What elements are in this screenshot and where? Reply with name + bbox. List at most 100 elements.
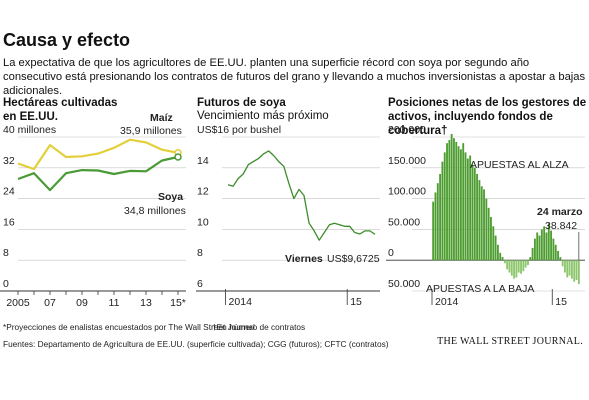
subtitle: La expectativa de que los agricultores d… xyxy=(3,57,586,97)
bar xyxy=(476,173,479,261)
bar xyxy=(513,260,516,279)
bar xyxy=(432,201,435,261)
bar xyxy=(529,257,532,261)
bar xyxy=(496,244,499,261)
y-tick-label: 200.000 xyxy=(388,124,426,136)
bar xyxy=(480,186,483,261)
bar xyxy=(568,260,571,276)
x-tick-label: 2005 xyxy=(6,297,30,309)
annotation: 35,9 millones xyxy=(120,125,182,137)
end-marker xyxy=(174,153,182,161)
bar xyxy=(545,232,548,261)
bar xyxy=(573,260,576,282)
y-tick-label: 16 xyxy=(3,216,15,228)
bar xyxy=(554,244,557,261)
title: Causa y efecto xyxy=(3,30,131,50)
bar xyxy=(561,260,564,267)
annotation: APUESTAS AL ALZA xyxy=(470,159,569,171)
y-tick-label: 12 xyxy=(197,186,209,198)
bar xyxy=(547,223,550,261)
bar xyxy=(501,257,504,261)
bar xyxy=(443,152,446,261)
bar xyxy=(441,161,444,261)
bar xyxy=(478,180,481,261)
bar xyxy=(483,189,485,261)
bar xyxy=(527,260,529,266)
bar xyxy=(506,260,509,270)
bar xyxy=(522,260,525,272)
legend-label: Soya xyxy=(158,191,183,203)
bar xyxy=(543,226,546,261)
bar xyxy=(459,149,462,261)
bar xyxy=(446,143,448,261)
line xyxy=(17,155,179,192)
bar xyxy=(466,158,469,261)
footnote: †En número de contratos xyxy=(212,322,306,332)
x-tick-label: 15 xyxy=(555,296,567,308)
bar xyxy=(453,138,455,261)
y-tick-label: 150.000 xyxy=(388,155,426,167)
bar xyxy=(471,164,474,261)
y-tick-label: 8 xyxy=(3,247,9,259)
bar xyxy=(524,260,527,268)
bar xyxy=(499,252,502,261)
bar xyxy=(490,217,492,261)
bar xyxy=(559,257,562,261)
bar xyxy=(515,260,518,278)
bar xyxy=(577,260,580,285)
y-tick-label: 14 xyxy=(197,155,209,167)
x-tick-label: 09 xyxy=(76,297,88,309)
bar xyxy=(462,143,465,261)
bar xyxy=(457,146,460,261)
bar xyxy=(473,167,476,261)
bar xyxy=(575,260,578,280)
bar xyxy=(436,183,439,261)
bar xyxy=(517,260,520,273)
bar xyxy=(455,141,458,261)
y-tick-label: 32 xyxy=(3,155,15,167)
publisher: THE WALL STREET JOURNAL. xyxy=(437,336,583,347)
bar xyxy=(520,260,522,274)
bar xyxy=(557,250,559,261)
bar xyxy=(492,226,495,261)
line xyxy=(227,150,376,241)
x-tick-label: 2014 xyxy=(435,296,459,308)
bar xyxy=(570,260,573,279)
bar xyxy=(485,198,488,261)
bar xyxy=(434,192,437,261)
legend-label: Maíz xyxy=(150,112,173,124)
footnote: *Proyecciones de enalistas encuestados p… xyxy=(3,322,255,332)
bar xyxy=(540,229,543,261)
y-tick-label: 0 xyxy=(388,247,394,259)
bar xyxy=(494,235,497,261)
bar xyxy=(533,238,536,261)
bar xyxy=(510,260,513,276)
bar xyxy=(503,260,506,264)
source: Fuentes: Departamento de Agricultura de … xyxy=(3,339,389,349)
bar xyxy=(566,260,569,278)
bar xyxy=(536,232,539,261)
y-tick-label: 50.000 xyxy=(388,216,420,228)
bar xyxy=(450,133,453,261)
y-tick-label: 100.000 xyxy=(388,186,426,198)
annotation: 34,8 millones xyxy=(124,205,186,217)
bar xyxy=(552,238,555,261)
y-tick-label: 6 xyxy=(197,278,203,290)
value-label: 38.842 xyxy=(545,220,577,232)
panel-title: Posiciones netas de los gestores de acti… xyxy=(388,97,587,137)
x-tick-label: 07 xyxy=(44,297,56,309)
bar xyxy=(487,207,490,261)
y-tick-label: 8 xyxy=(197,247,203,259)
x-tick-label: 15 xyxy=(350,296,362,308)
bar xyxy=(469,155,472,261)
y-tick-label: 24 xyxy=(3,186,15,198)
x-tick-label: 2014 xyxy=(229,296,253,308)
x-tick-label: 15* xyxy=(170,297,186,309)
bar xyxy=(508,260,511,273)
panel-title: Hectáreas cultivadas en EE.UU. xyxy=(3,97,118,123)
x-tick-label: 13 xyxy=(140,297,152,309)
y-tick-label: 50.000 xyxy=(388,278,420,290)
panel-subtitle: Vencimiento más próximo xyxy=(197,110,329,122)
